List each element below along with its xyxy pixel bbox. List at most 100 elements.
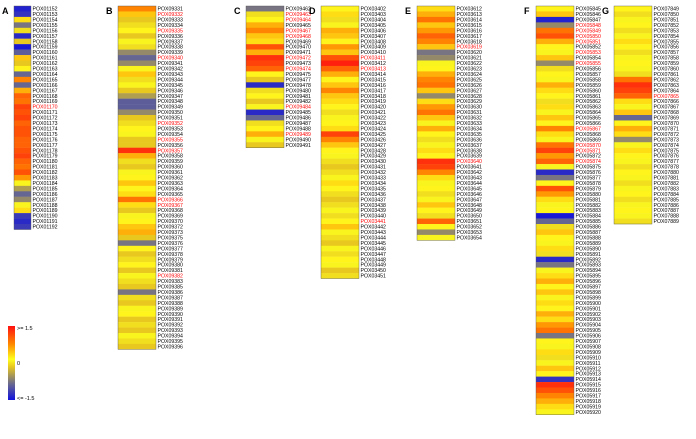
gene-label: POX01175 bbox=[33, 132, 58, 138]
gene-label: POX03427 bbox=[361, 143, 386, 149]
heatmap-cell bbox=[417, 229, 455, 236]
gene-label: POX07855 bbox=[654, 39, 679, 45]
heatmap-cell bbox=[417, 109, 455, 116]
gene-label: POX05885 bbox=[576, 219, 601, 225]
heatmap-cell bbox=[614, 49, 652, 56]
heatmap-cell bbox=[536, 71, 574, 78]
heatmap-cell bbox=[118, 202, 156, 208]
heatmap-cell bbox=[536, 147, 574, 154]
heatmap-cell bbox=[118, 16, 156, 23]
heatmap-cell bbox=[536, 327, 574, 334]
heatmap-cell bbox=[321, 76, 359, 83]
gene-label: POX01156 bbox=[33, 28, 58, 34]
heatmap-cell bbox=[321, 38, 359, 45]
heatmap-cell bbox=[321, 153, 359, 159]
gene-label: POX05899 bbox=[576, 295, 601, 301]
gene-label: POX09394 bbox=[158, 334, 183, 340]
gene-label: POX03405 bbox=[361, 23, 386, 29]
gene-label: POX07871 bbox=[654, 126, 679, 132]
gene-label: POX07886 bbox=[654, 203, 679, 209]
color-scale-bar bbox=[8, 326, 15, 400]
heatmap-cell bbox=[246, 65, 284, 72]
gene-label: POX07860 bbox=[654, 67, 679, 73]
gene-label: POX05900 bbox=[576, 301, 601, 307]
heatmap-cell bbox=[417, 22, 455, 28]
gene-label: POX09361 bbox=[158, 170, 183, 176]
panel-letter: D bbox=[309, 6, 316, 16]
heatmap-cell bbox=[536, 202, 574, 208]
heatmap-cell bbox=[536, 365, 574, 372]
heatmap-cell bbox=[536, 354, 574, 361]
gene-label: POX07858 bbox=[654, 56, 679, 62]
gene-label: POX09360 bbox=[158, 165, 183, 171]
heatmap-cell bbox=[118, 109, 156, 116]
heatmap-cell bbox=[614, 147, 652, 154]
gene-label: POX01181 bbox=[33, 165, 58, 171]
heatmap-cell bbox=[246, 76, 284, 83]
heatmap-cell bbox=[118, 136, 156, 143]
gene-label: POX09340 bbox=[158, 56, 183, 62]
heatmap-cell bbox=[118, 115, 156, 121]
heatmap-cell bbox=[14, 22, 31, 28]
gene-label: POX09375 bbox=[158, 235, 183, 241]
heatmap-cell bbox=[536, 218, 574, 225]
gene-label: POX09389 bbox=[158, 306, 183, 312]
heatmap-cell bbox=[417, 87, 455, 94]
heatmap-cell bbox=[417, 234, 455, 241]
gene-label: POX09338 bbox=[158, 45, 183, 51]
gene-label: POX07872 bbox=[654, 132, 679, 138]
heatmap-cell bbox=[321, 158, 359, 165]
gene-label: POX01184 bbox=[33, 181, 58, 187]
gene-label: POX05877 bbox=[576, 176, 601, 182]
heatmap-cell bbox=[118, 245, 156, 252]
heatmap-cell bbox=[321, 251, 359, 257]
gene-label: POX03621 bbox=[457, 56, 482, 62]
gene-label: POX03612 bbox=[457, 7, 482, 13]
gene-label: POX03413 bbox=[361, 67, 386, 73]
gene-label: POX09344 bbox=[158, 77, 183, 83]
heatmap-cell bbox=[118, 213, 156, 219]
heatmap-cell bbox=[536, 322, 574, 328]
gene-label: POX09368 bbox=[158, 208, 183, 214]
heatmap-cell bbox=[536, 6, 574, 12]
gene-label: POX09480 bbox=[286, 88, 311, 94]
gene-label: POX09490 bbox=[286, 137, 311, 143]
gene-label: POX07851 bbox=[654, 17, 679, 23]
heatmap-cell bbox=[246, 55, 284, 61]
gene-label: POX05882 bbox=[576, 203, 601, 209]
gene-label: POX07861 bbox=[654, 72, 679, 78]
gene-label: POX03622 bbox=[457, 61, 482, 67]
heatmap-cell bbox=[14, 82, 31, 88]
heatmap-cell bbox=[614, 33, 652, 39]
gene-label: POX09381 bbox=[158, 268, 183, 274]
gene-label: POX03628 bbox=[457, 94, 482, 100]
gene-label: POX09489 bbox=[286, 132, 311, 138]
gene-label: POX09359 bbox=[158, 159, 183, 165]
heatmap-cell bbox=[536, 131, 574, 137]
heatmap-cell bbox=[246, 33, 284, 39]
gene-label: POX09465 bbox=[286, 23, 311, 29]
gene-label: POX03450 bbox=[361, 268, 386, 274]
heatmap-cell bbox=[417, 169, 455, 176]
heatmap-cell bbox=[118, 229, 156, 236]
heatmap-cell bbox=[321, 131, 359, 137]
gene-label: POX05884 bbox=[576, 214, 601, 220]
gene-label: POX09471 bbox=[286, 50, 311, 56]
heatmap-cell bbox=[536, 38, 574, 45]
heatmap-cell bbox=[118, 11, 156, 18]
heatmap-cell bbox=[246, 109, 284, 116]
gene-label: POX07873 bbox=[654, 137, 679, 143]
gene-label: POX03643 bbox=[457, 176, 482, 182]
gene-label: POX01176 bbox=[33, 137, 58, 143]
gene-label: POX01186 bbox=[33, 192, 58, 198]
heatmap-cell bbox=[118, 327, 156, 334]
gene-label: POX03648 bbox=[457, 203, 482, 209]
heatmap-cell bbox=[14, 109, 31, 116]
heatmap-cell bbox=[321, 98, 359, 105]
heatmap-cell bbox=[321, 207, 359, 214]
gene-label: POX01163 bbox=[33, 67, 58, 73]
gene-label: POX01187 bbox=[33, 197, 58, 203]
gene-label: POX03629 bbox=[457, 99, 482, 105]
heatmap-cell bbox=[14, 6, 31, 12]
heatmap-cell bbox=[14, 164, 31, 170]
